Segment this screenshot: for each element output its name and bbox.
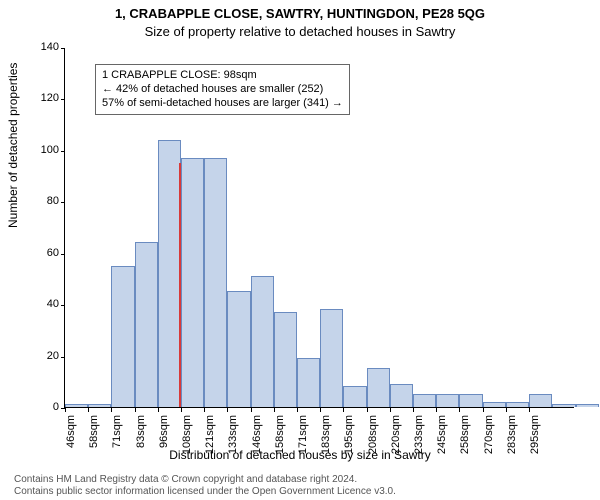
- histogram-bar: [204, 158, 227, 407]
- y-tick-mark: [61, 357, 65, 358]
- y-tick-label: 0: [53, 401, 65, 413]
- annotation-line-1: 1 CRABAPPLE CLOSE: 98sqm: [102, 69, 343, 83]
- histogram-bar: [227, 291, 250, 407]
- x-tick-label: 71sqm: [111, 413, 123, 448]
- histogram-bar: [483, 402, 506, 407]
- annotation-line-2: ← 42% of detached houses are smaller (25…: [102, 83, 343, 97]
- histogram-bar: [529, 394, 552, 407]
- x-tick-mark: [459, 408, 460, 412]
- x-tick-label: 46sqm: [65, 413, 77, 448]
- histogram-bar: [367, 368, 390, 407]
- y-tick-label: 140: [41, 41, 65, 53]
- histogram-bar: [65, 404, 88, 407]
- x-tick-mark: [204, 408, 205, 412]
- histogram-bar: [158, 140, 181, 407]
- histogram-bar: [320, 309, 343, 407]
- x-tick-mark: [181, 408, 182, 412]
- x-tick-mark: [320, 408, 321, 412]
- histogram-bar: [506, 402, 529, 407]
- histogram-bar: [181, 158, 204, 407]
- annotation-box: 1 CRABAPPLE CLOSE: 98sqm ← 42% of detach…: [95, 64, 350, 115]
- x-tick-label: 96sqm: [158, 413, 170, 448]
- reference-line: [179, 163, 181, 407]
- x-tick-mark: [88, 408, 89, 412]
- x-tick-mark: [135, 408, 136, 412]
- x-tick-mark: [158, 408, 159, 412]
- histogram-bar: [251, 276, 274, 407]
- x-tick-mark: [343, 408, 344, 412]
- x-tick-label: 58sqm: [88, 413, 100, 448]
- histogram-bar: [297, 358, 320, 407]
- x-tick-mark: [297, 408, 298, 412]
- y-tick-mark: [61, 151, 65, 152]
- x-tick-mark: [274, 408, 275, 412]
- y-tick-mark: [61, 99, 65, 100]
- y-axis-label: Number of detached properties: [6, 63, 20, 228]
- y-tick-mark: [61, 254, 65, 255]
- footer-attribution: Contains HM Land Registry data © Crown c…: [14, 474, 396, 498]
- x-axis-label: Distribution of detached houses by size …: [0, 448, 600, 462]
- histogram-bar: [135, 242, 158, 407]
- footer-line-1: Contains HM Land Registry data © Crown c…: [14, 474, 396, 486]
- histogram-bar: [552, 404, 575, 407]
- x-tick-mark: [413, 408, 414, 412]
- x-tick-mark: [367, 408, 368, 412]
- histogram-bar: [88, 404, 111, 407]
- x-tick-mark: [65, 408, 66, 412]
- histogram-bar: [343, 386, 366, 407]
- histogram-bar: [390, 384, 413, 407]
- y-tick-mark: [61, 202, 65, 203]
- histogram-bar: [459, 394, 482, 407]
- x-tick-mark: [251, 408, 252, 412]
- x-tick-mark: [390, 408, 391, 412]
- x-tick-mark: [111, 408, 112, 412]
- histogram-bar: [413, 394, 436, 407]
- x-tick-mark: [506, 408, 507, 412]
- x-tick-mark: [436, 408, 437, 412]
- x-tick-mark: [529, 408, 530, 412]
- histogram-bar: [274, 312, 297, 407]
- plot-area: 1 CRABAPPLE CLOSE: 98sqm ← 42% of detach…: [64, 48, 574, 408]
- annotation-line-3: 57% of semi-detached houses are larger (…: [102, 97, 343, 111]
- histogram-bar: [576, 404, 599, 407]
- histogram-bar: [436, 394, 459, 407]
- x-tick-mark: [483, 408, 484, 412]
- chart-subtitle: Size of property relative to detached ho…: [0, 24, 600, 39]
- x-tick-mark: [227, 408, 228, 412]
- y-tick-mark: [61, 305, 65, 306]
- footer-line-2: Contains public sector information licen…: [14, 486, 396, 498]
- chart-title: 1, CRABAPPLE CLOSE, SAWTRY, HUNTINGDON, …: [0, 6, 600, 21]
- histogram-bar: [111, 266, 134, 407]
- x-tick-label: 83sqm: [135, 413, 147, 448]
- y-tick-mark: [61, 48, 65, 49]
